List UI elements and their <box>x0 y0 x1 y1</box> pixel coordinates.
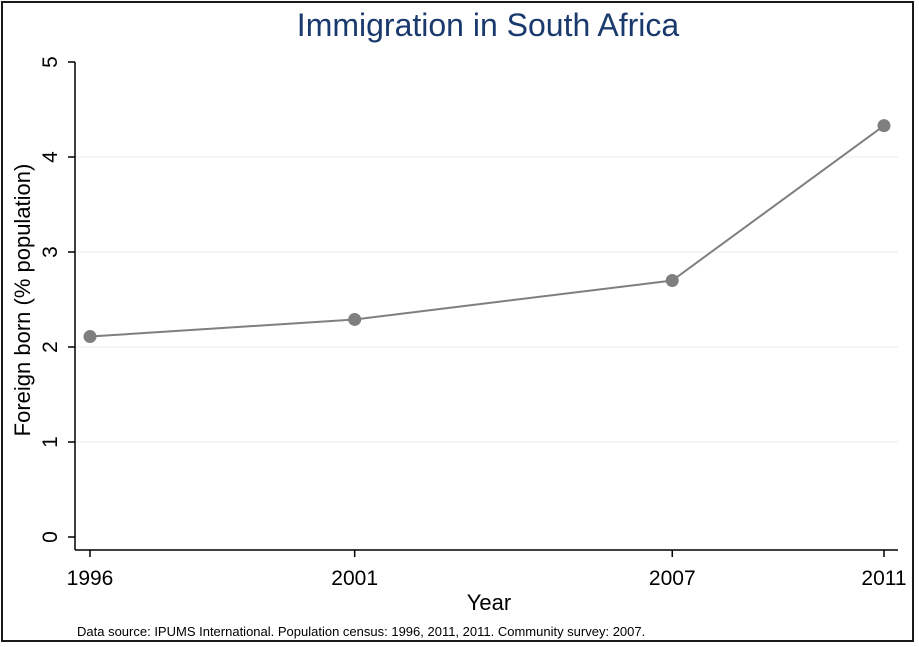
data-point <box>348 312 362 326</box>
x-axis-ticks: 1996 2001 2007 2011 <box>67 550 907 590</box>
y-axis-ticks: 0 1 2 3 4 5 <box>39 56 75 543</box>
y-tick-label: 5 <box>39 56 62 68</box>
y-tick-label: 2 <box>39 341 62 353</box>
data-point <box>83 330 97 344</box>
y-axis-label: Foreign born (% population) <box>10 164 35 437</box>
data-point <box>877 119 891 133</box>
x-tick-label: 2011 <box>861 567 906 590</box>
y-tick-label: 1 <box>39 436 62 448</box>
series-group <box>83 119 891 344</box>
chart-title: Immigration in South Africa <box>297 7 680 43</box>
data-source-note: Data source: IPUMS International. Popula… <box>77 624 645 639</box>
grid-lines <box>76 156 898 443</box>
y-tick-label: 0 <box>39 531 62 543</box>
y-tick-label: 4 <box>39 151 62 163</box>
y-tick-label: 3 <box>39 246 62 258</box>
series-line <box>89 124 885 338</box>
x-axis-label: Year <box>467 590 511 615</box>
x-tick-label: 2007 <box>649 567 696 590</box>
x-tick-label: 1996 <box>67 567 114 590</box>
x-tick-label: 2001 <box>331 567 378 590</box>
data-point <box>665 274 679 287</box>
